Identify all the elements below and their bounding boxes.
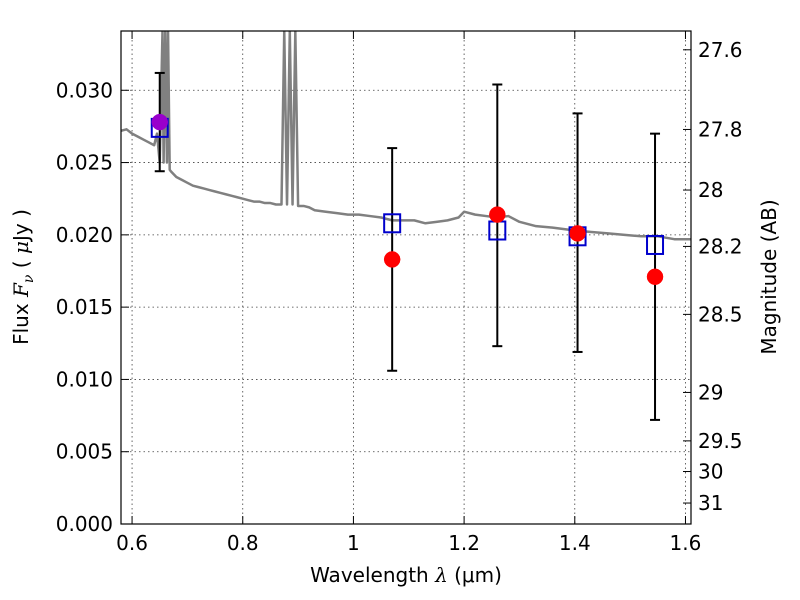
y-axis-label-mu: μ	[9, 241, 33, 254]
circle-marker-layer	[151, 113, 664, 286]
x-tick-label: 1.2	[448, 531, 480, 555]
observed-flux-point	[646, 268, 664, 286]
y-axis-label-right: Magnitude (AB)	[757, 199, 781, 354]
right-axis-tick-label: 30	[698, 460, 723, 484]
x-axis-label-symbol: λ	[434, 563, 448, 587]
right-axis-tick-label: 28	[698, 178, 723, 202]
x-axis-label-main: Wavelength	[310, 563, 435, 587]
x-tick-label: 0.6	[116, 531, 148, 555]
labels-layer: 0.6 0.8 1 1.2 1.4 1.6 0.000 0.005 0.010 0.015 0.02…	[56, 38, 743, 555]
y-axis-label-paren: (	[9, 254, 33, 275]
right-axis-tick-label: 27.6	[698, 38, 743, 62]
y-axis-label-flux: Flux	[9, 297, 33, 345]
right-axis-tick-label: 29	[698, 380, 723, 404]
right-axis-tick-label: 28.2	[698, 234, 743, 258]
y-axis-label-left: Flux Fν ( μJy )	[9, 209, 37, 345]
x-tick-label: 1.6	[670, 531, 702, 555]
observed-flux-point	[569, 225, 586, 242]
model-spectrum-line	[121, 31, 691, 241]
y-tick-label: 0.030	[56, 78, 113, 102]
y-tick-label: 0.015	[56, 295, 113, 319]
right-axis-tick-label: 29.5	[698, 429, 743, 453]
ticks-layer	[121, 31, 691, 525]
x-axis-label-unit: (μm)	[448, 563, 502, 587]
right-axis-tick-label: 31	[698, 491, 723, 515]
right-axis-tick-label: 27.8	[698, 117, 743, 141]
y-tick-label: 0.020	[56, 223, 113, 247]
y-tick-label: 0.010	[56, 367, 113, 391]
y-tick-label: 0.025	[56, 151, 113, 175]
errorbar-layer	[154, 71, 661, 421]
observed-flux-point	[383, 251, 401, 268]
y-axis-label-nu: ν	[21, 274, 37, 283]
observed-flux-point	[489, 206, 506, 223]
plot-frame	[120, 30, 692, 525]
square-marker-layer	[150, 117, 665, 255]
spectrum-layer	[121, 31, 691, 241]
grid-layer	[121, 31, 691, 525]
x-axis-label: Wavelength λ (μm)	[310, 563, 502, 587]
model-square-marker	[383, 213, 402, 234]
y-axis-label-jy: Jy )	[9, 209, 33, 243]
y-axis-label-f: F	[9, 282, 33, 298]
observed-flux-point	[151, 113, 168, 131]
right-axis-tick-label: 28.5	[698, 302, 743, 326]
y-tick-label: 0.000	[56, 512, 113, 536]
y-tick-label: 0.005	[56, 440, 113, 464]
x-tick-label: 1.4	[559, 531, 591, 555]
x-tick-label: 0.8	[227, 531, 259, 555]
model-square-marker	[646, 234, 665, 255]
x-tick-label: 1	[347, 531, 360, 555]
